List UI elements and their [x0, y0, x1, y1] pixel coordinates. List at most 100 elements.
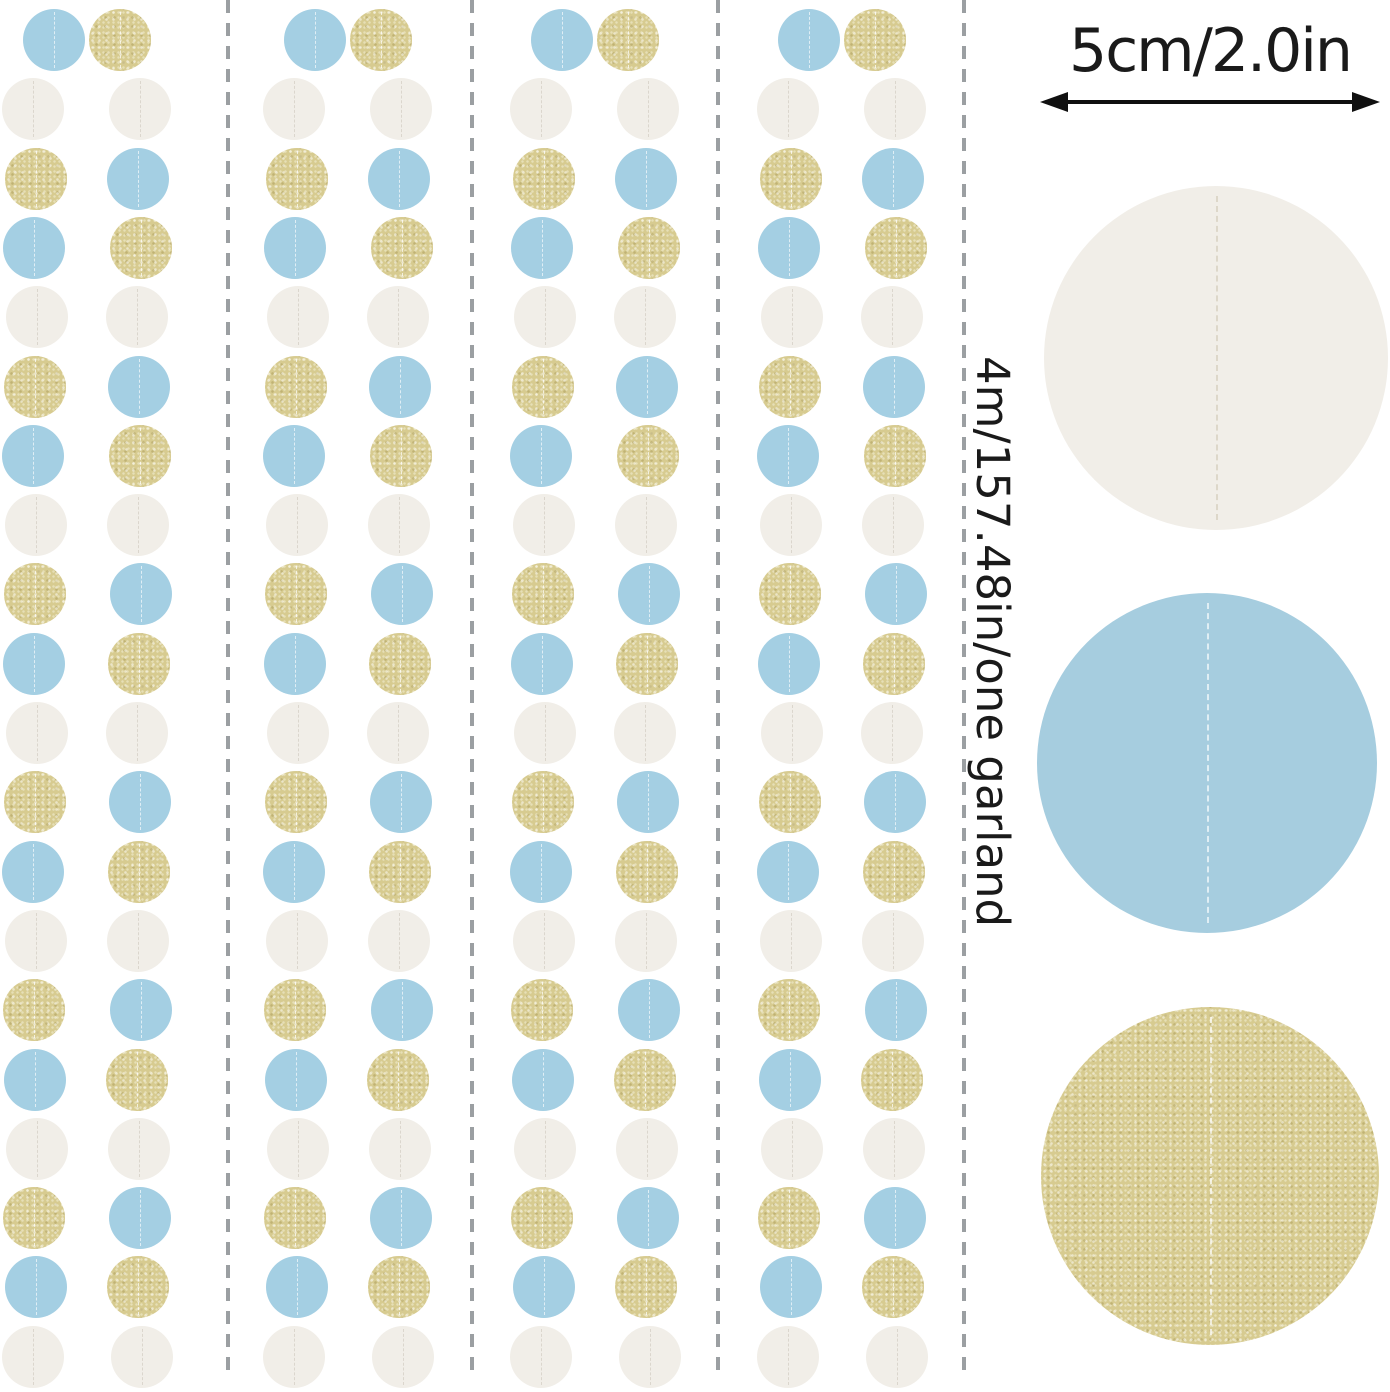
- dashed-divider-line: [470, 0, 474, 1375]
- stitch-line: [399, 150, 400, 207]
- stitch-line: [894, 1120, 895, 1177]
- stitch-line: [788, 1328, 789, 1385]
- garland-circle-gold: [370, 424, 432, 487]
- garland-circle-cream: [614, 702, 676, 764]
- stitch-line: [791, 150, 792, 207]
- stitch-line: [54, 12, 55, 68]
- garland-circle-cream: [2, 1325, 64, 1388]
- stitch-line: [33, 427, 34, 484]
- stitch-line: [647, 1120, 648, 1177]
- garland-circle-cream: [267, 1117, 329, 1180]
- stitch-line: [1207, 603, 1209, 923]
- garland-circle-gold: [265, 355, 327, 418]
- stitch-line: [138, 1259, 139, 1316]
- stitch-line: [140, 81, 141, 138]
- garland-circle-gold: [369, 632, 431, 695]
- stitch-line: [541, 1328, 542, 1385]
- garland-circle-blue: [2, 840, 64, 903]
- garland-circle-cream: [510, 78, 572, 141]
- garland-circle-gold: [350, 9, 412, 71]
- stitch-line: [809, 12, 810, 68]
- stitch-line: [648, 427, 649, 484]
- stitch-line: [297, 497, 298, 553]
- garland-circle-gold: [614, 1048, 676, 1111]
- stitch-line: [896, 566, 897, 623]
- stitch-line: [648, 774, 649, 831]
- garland-circle-blue: [778, 9, 840, 71]
- garland-circle-cream: [861, 286, 923, 349]
- garland-circle-blue: [511, 216, 573, 279]
- garland-circle-blue: [5, 1256, 67, 1319]
- stitch-line: [647, 635, 648, 692]
- stitch-line: [545, 1120, 546, 1177]
- garland-circle-cream: [513, 909, 575, 972]
- stitch-line: [789, 635, 790, 692]
- garland-length-label: 4m/157.48in/one garland: [966, 356, 1019, 928]
- garland-circle-blue: [3, 216, 65, 279]
- stitch-line: [893, 912, 894, 969]
- garland-circle-blue: [265, 1048, 327, 1111]
- stitch-line: [294, 843, 295, 900]
- garland-circle-gold: [511, 1187, 573, 1250]
- garland-circle-blue: [108, 355, 170, 418]
- garland-circle-gold: [616, 840, 678, 903]
- garland-circle-cream: [866, 1325, 928, 1388]
- stitch-line: [790, 358, 791, 415]
- stitch-line: [399, 912, 400, 969]
- stitch-line: [1216, 196, 1218, 520]
- stitch-line: [543, 358, 544, 415]
- garland-circle-cream: [367, 286, 429, 349]
- stitch-line: [141, 566, 142, 623]
- garland-circle-blue: [266, 1256, 328, 1319]
- stitch-line: [37, 1120, 38, 1177]
- garland-circle-cream: [108, 1117, 170, 1180]
- garland-circle-gold: [5, 147, 67, 210]
- stitch-line: [542, 219, 543, 276]
- garland-circle-gold: [109, 424, 171, 487]
- garland-circle-gold: [759, 355, 821, 418]
- stitch-line: [35, 1051, 36, 1108]
- garland-circle-blue: [371, 979, 433, 1042]
- stitch-line: [648, 81, 649, 138]
- garland-circle-blue: [370, 1187, 432, 1250]
- stitch-line: [543, 774, 544, 831]
- stitch-line: [895, 1190, 896, 1246]
- garland-circle-blue: [865, 979, 927, 1042]
- stitch-line: [648, 1190, 649, 1246]
- garland-circle-cream: [367, 702, 429, 764]
- stitch-line: [33, 81, 34, 138]
- garland-circle-cream: [266, 909, 328, 972]
- stitch-line: [139, 1120, 140, 1177]
- garland-circle-gold: [89, 9, 151, 71]
- garland-circle-blue: [110, 563, 172, 626]
- width-measure-arrow: [1040, 92, 1380, 112]
- garland-circle-gold: [512, 355, 574, 418]
- stitch-line: [381, 12, 382, 68]
- garland-circle-gold: [758, 979, 820, 1042]
- stitch-line: [400, 358, 401, 415]
- stitch-line: [138, 912, 139, 969]
- garland-circle-cream: [615, 909, 677, 972]
- stitch-line: [1210, 1017, 1212, 1335]
- garland-circle-gold: [760, 147, 822, 210]
- stitch-line: [33, 1328, 34, 1385]
- garland-circle-blue: [863, 355, 925, 418]
- stitch-line: [646, 150, 647, 207]
- stitch-line: [296, 774, 297, 831]
- stitch-line: [649, 566, 650, 623]
- stitch-line: [645, 705, 646, 761]
- stitch-line: [403, 1328, 404, 1385]
- garland-circle-gold: [266, 147, 328, 210]
- garland-circle-blue: [369, 355, 431, 418]
- garland-circle-gold: [863, 840, 925, 903]
- garland-circle-gold: [3, 979, 65, 1042]
- stitch-line: [645, 289, 646, 346]
- stitch-line: [893, 1259, 894, 1316]
- stitch-line: [542, 635, 543, 692]
- garland-circle-gold: [4, 355, 66, 418]
- garland-circle-cream: [615, 494, 677, 557]
- garland-circle-blue: [4, 1048, 66, 1111]
- garland-circle-cream: [267, 286, 329, 349]
- stitch-line: [544, 1259, 545, 1316]
